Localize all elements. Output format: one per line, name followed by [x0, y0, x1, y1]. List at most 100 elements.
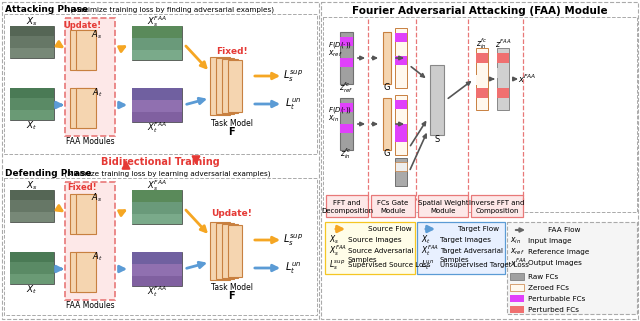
Text: $L_t^{un}$: $L_t^{un}$ — [421, 258, 435, 272]
Bar — [132, 276, 182, 286]
Bar — [132, 264, 182, 276]
Bar — [10, 262, 54, 274]
Text: Output Images: Output Images — [528, 260, 582, 266]
Bar — [210, 222, 230, 280]
Text: G: G — [384, 83, 390, 92]
Bar — [510, 273, 524, 280]
Bar — [326, 195, 368, 217]
Text: Reference Image: Reference Image — [528, 249, 589, 255]
Text: $L_s^{sup}$: $L_s^{sup}$ — [329, 258, 345, 272]
Text: Decomposition: Decomposition — [321, 208, 373, 214]
Bar — [132, 112, 182, 122]
Text: Perturbable FCs: Perturbable FCs — [528, 296, 586, 302]
Bar — [418, 195, 468, 217]
Bar — [76, 252, 96, 292]
Bar — [476, 48, 488, 110]
Text: Attacking Phase: Attacking Phase — [5, 5, 88, 14]
Bar — [10, 252, 54, 284]
Text: $A_s$: $A_s$ — [92, 192, 102, 204]
Bar — [132, 50, 182, 60]
Text: Task Model: Task Model — [211, 119, 253, 128]
Text: $F(D(\cdot))$: $F(D(\cdot))$ — [328, 40, 352, 50]
Text: $X_s$: $X_s$ — [26, 16, 38, 28]
Text: $x_{ref}$: $x_{ref}$ — [328, 49, 343, 59]
Text: FAA Flow: FAA Flow — [548, 227, 580, 233]
Bar — [222, 224, 238, 278]
Bar — [10, 190, 54, 222]
Text: Raw FCs: Raw FCs — [528, 274, 558, 280]
Bar — [132, 252, 182, 264]
Bar — [340, 58, 353, 67]
Text: $z_{in}^{fc}$: $z_{in}^{fc}$ — [340, 147, 351, 161]
Bar — [476, 53, 488, 63]
Text: $X_t$: $X_t$ — [26, 120, 38, 132]
Text: G: G — [384, 150, 390, 159]
Bar — [132, 190, 182, 202]
Text: Spatial Weight: Spatial Weight — [418, 200, 468, 206]
Text: $X_s$: $X_s$ — [26, 180, 38, 192]
Bar — [417, 222, 505, 274]
Bar — [476, 75, 488, 85]
Bar — [395, 95, 407, 155]
Bar — [323, 17, 637, 212]
Bar — [132, 190, 182, 224]
Text: S: S — [435, 135, 440, 144]
Text: $x_{ref}$: $x_{ref}$ — [510, 247, 525, 257]
Bar — [10, 88, 54, 120]
Text: $A_t$: $A_t$ — [92, 87, 102, 99]
Bar — [76, 194, 96, 234]
Text: Unsupervised Target Loss: Unsupervised Target Loss — [440, 262, 529, 268]
Bar — [70, 88, 90, 128]
Text: Update!: Update! — [63, 22, 101, 30]
Bar — [395, 158, 407, 186]
Text: $z_{in}^{fc}$: $z_{in}^{fc}$ — [476, 37, 488, 51]
Text: $X_s^{FAA}$: $X_s^{FAA}$ — [147, 14, 167, 30]
Bar — [10, 98, 54, 110]
Bar — [510, 295, 524, 302]
Text: Module: Module — [380, 208, 406, 214]
Text: $z_{ref}^{fc}$: $z_{ref}^{fc}$ — [339, 81, 353, 95]
Bar — [395, 100, 407, 109]
Text: (Maximize training loss by finding adversarial examples): (Maximize training loss by finding adver… — [68, 7, 274, 13]
Bar — [395, 33, 407, 42]
Bar — [430, 65, 444, 135]
Bar — [65, 182, 115, 300]
Text: Perturbed FCs: Perturbed FCs — [528, 307, 579, 313]
Bar — [10, 190, 54, 200]
Text: $X_t^{FAA}$: $X_t^{FAA}$ — [147, 284, 167, 299]
Bar — [70, 194, 90, 234]
Text: $X_t^{FAA}$: $X_t^{FAA}$ — [421, 244, 439, 258]
Text: Source Images: Source Images — [348, 237, 402, 243]
Bar — [70, 252, 90, 292]
Bar — [497, 53, 509, 63]
Bar — [497, 88, 509, 98]
Text: FCs Gate: FCs Gate — [378, 200, 408, 206]
Bar — [132, 252, 182, 286]
Text: Task Model: Task Model — [211, 283, 253, 292]
Bar — [132, 26, 182, 38]
Text: $x_{in}$: $x_{in}$ — [328, 114, 339, 124]
Text: $X_s^{FAA}$: $X_s^{FAA}$ — [329, 244, 348, 258]
Text: $A_s$: $A_s$ — [92, 29, 102, 41]
Bar — [4, 178, 317, 315]
Bar — [4, 14, 317, 154]
Bar — [395, 124, 407, 142]
Text: $L_t^{un}$: $L_t^{un}$ — [285, 96, 301, 112]
Text: Inverse FFT and: Inverse FFT and — [469, 200, 525, 206]
Bar — [10, 212, 54, 222]
Bar — [10, 26, 54, 58]
Bar — [76, 88, 96, 128]
Text: Samples: Samples — [440, 257, 470, 263]
Text: $X_s^{FAA}$: $X_s^{FAA}$ — [147, 178, 167, 194]
Bar — [476, 88, 488, 98]
Text: $L_t^{un}$: $L_t^{un}$ — [285, 260, 301, 276]
Bar — [132, 214, 182, 224]
Bar — [65, 18, 115, 136]
Bar — [383, 98, 391, 150]
Text: (Minimize training loss by learning adversarial examples): (Minimize training loss by learning adve… — [62, 171, 271, 177]
Text: Defending Phase: Defending Phase — [5, 169, 92, 178]
Bar — [340, 37, 353, 46]
Bar — [216, 223, 234, 279]
Bar — [10, 200, 54, 212]
Text: Supervised Source Loss: Supervised Source Loss — [348, 262, 431, 268]
